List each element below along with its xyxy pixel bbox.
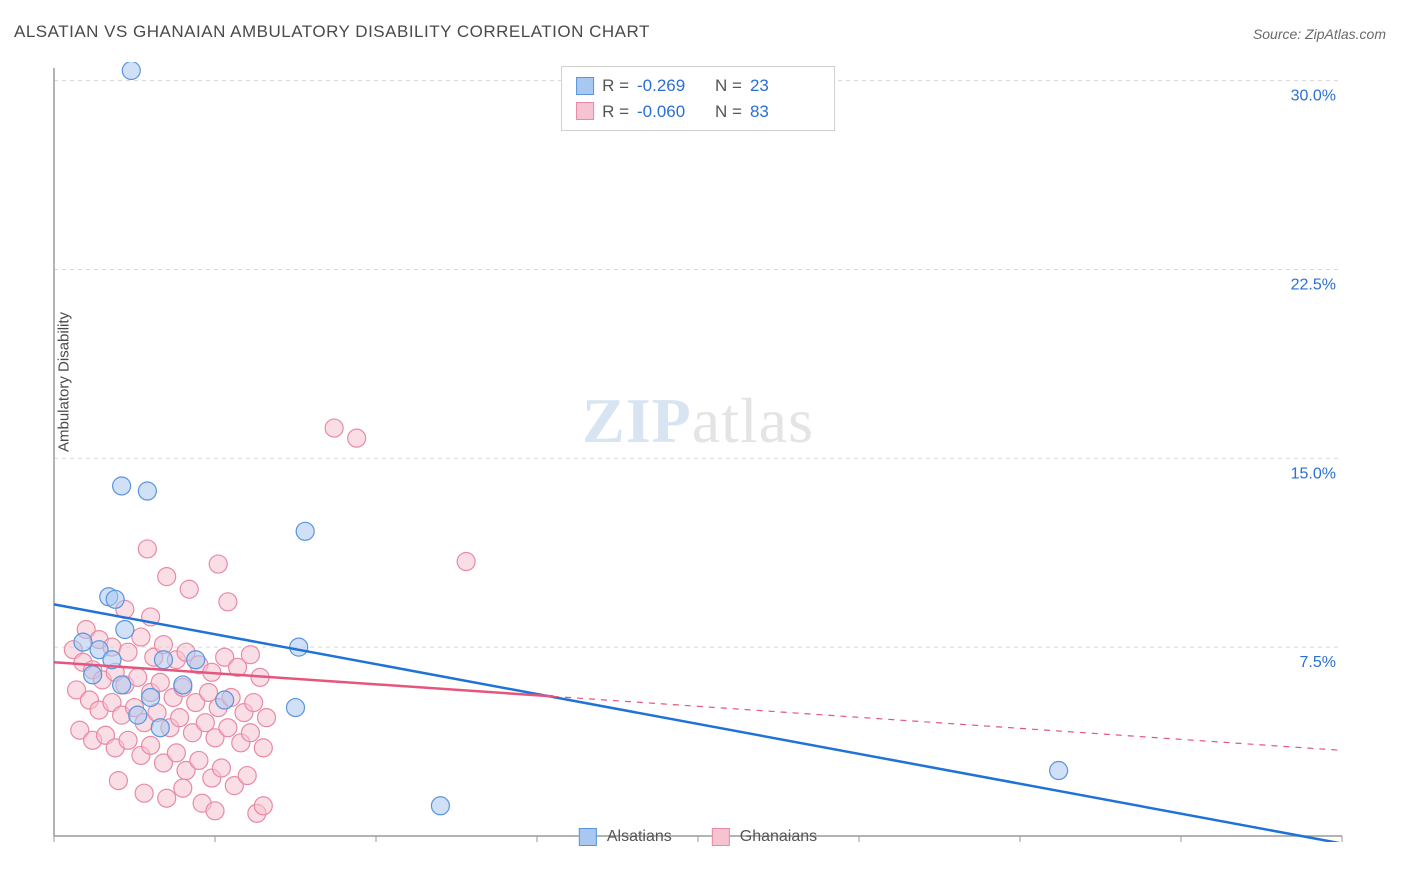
legend-series: Alsatians Ghanaians <box>579 828 817 846</box>
n-value: 83 <box>750 99 820 125</box>
y-axis-label: Ambulatory Disability <box>56 312 73 452</box>
swatch-blue <box>576 77 594 95</box>
n-value: 23 <box>750 73 820 99</box>
svg-text:30.0%: 30.0% <box>1291 88 1336 105</box>
legend-stats-row: R = -0.060 N = 83 <box>576 99 820 125</box>
svg-text:7.5%: 7.5% <box>1300 654 1336 671</box>
source-label: Source: ZipAtlas.com <box>1253 26 1386 42</box>
swatch-pink <box>712 828 730 846</box>
svg-text:22.5%: 22.5% <box>1291 276 1336 293</box>
svg-text:15.0%: 15.0% <box>1291 465 1336 482</box>
chart-container: 7.5%15.0%22.5%30.0%0.0%40.0% Ambulatory … <box>48 62 1348 842</box>
legend-item: Ghanaians <box>712 828 817 846</box>
scatter-plot: 7.5%15.0%22.5%30.0%0.0%40.0% <box>48 62 1348 842</box>
r-value: -0.269 <box>637 73 707 99</box>
r-value: -0.060 <box>637 99 707 125</box>
legend-stats-row: R = -0.269 N = 23 <box>576 73 820 99</box>
swatch-blue <box>579 828 597 846</box>
legend-stats: R = -0.269 N = 23 R = -0.060 N = 83 <box>561 66 835 131</box>
r-label: R = <box>602 73 629 99</box>
legend-item: Alsatians <box>579 828 672 846</box>
swatch-pink <box>576 102 594 120</box>
n-label: N = <box>715 99 742 125</box>
chart-title: ALSATIAN VS GHANAIAN AMBULATORY DISABILI… <box>14 22 650 42</box>
r-label: R = <box>602 99 629 125</box>
legend-label: Ghanaians <box>740 828 817 846</box>
legend-label: Alsatians <box>607 828 672 846</box>
n-label: N = <box>715 73 742 99</box>
